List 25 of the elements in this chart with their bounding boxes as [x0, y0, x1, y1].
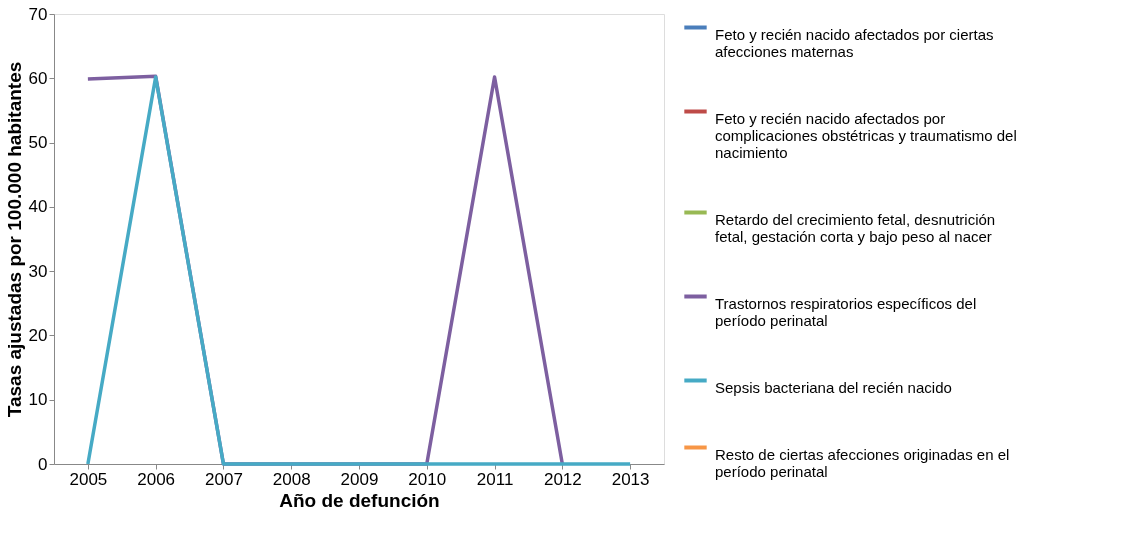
- legend-label: Resto de ciertas afecciones originadas en el período perinatal: [715, 445, 1010, 480]
- legend-label: Sepsis bacteriana del recién nacido: [715, 378, 952, 396]
- legend-label: Trastornos respiratorios específicos del período perinatal: [715, 294, 977, 329]
- legend-label: Feto y recién nacido afectados por ciertas afecciones maternas: [715, 25, 994, 60]
- x-tick-label: 2009: [340, 469, 379, 489]
- x-tick-label: 2005: [69, 469, 108, 489]
- x-tick-label: 2012: [543, 469, 582, 489]
- y-tick-label: 70: [28, 4, 48, 24]
- x-axis-title: Año de defunción: [279, 489, 440, 511]
- x-tick-label: 2008: [272, 469, 311, 489]
- y-axis-title: Tasas ajustadas por 100.000 habitantes: [3, 61, 25, 418]
- x-tick-label: 2007: [205, 469, 243, 489]
- x-tick-label: 2010: [408, 469, 447, 489]
- y-tick-label: 50: [28, 133, 48, 153]
- x-tick-label: 2013: [611, 469, 650, 489]
- y-tick-label: 10: [28, 390, 48, 410]
- y-tick-label: 0: [38, 454, 48, 474]
- legend-label: Retardo del crecimiento fetal, desnutrición fetal, gestación corta y bajo peso al nacer: [715, 210, 996, 245]
- legend-label: Feto y recién nacido afectados por complicaciones obstétricas y traumatismo del nacimiento: [715, 109, 1017, 161]
- y-tick-label: 40: [28, 197, 48, 217]
- x-tick-label: 2011: [476, 469, 514, 489]
- x-tick-label: 2006: [137, 469, 176, 489]
- y-tick-label: 30: [28, 261, 48, 281]
- y-tick-label: 60: [28, 68, 48, 88]
- y-tick-label: 20: [28, 325, 48, 345]
